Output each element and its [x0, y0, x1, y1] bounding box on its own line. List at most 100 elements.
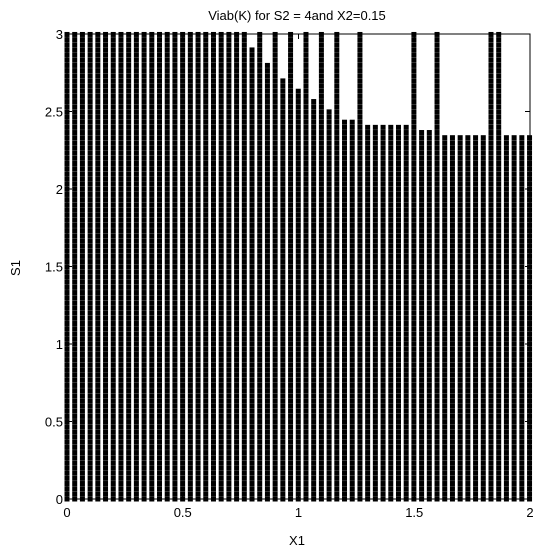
data-point — [187, 486, 193, 492]
data-point — [372, 444, 378, 450]
data-point — [395, 439, 401, 445]
data-point — [110, 140, 116, 146]
data-point — [442, 155, 448, 161]
data-point — [180, 336, 186, 342]
data-point — [395, 161, 401, 166]
data-point — [157, 253, 163, 259]
data-point — [249, 398, 255, 404]
data-point — [110, 104, 116, 110]
data-point — [272, 305, 278, 311]
data-point — [95, 238, 101, 244]
data-point — [318, 382, 324, 388]
data-point — [72, 68, 78, 74]
data-point — [511, 228, 517, 234]
data-point — [488, 470, 494, 476]
data-point — [210, 481, 216, 487]
data-point — [411, 104, 417, 110]
data-point — [110, 475, 116, 481]
data-point — [411, 460, 417, 466]
data-point — [380, 460, 386, 466]
data-point — [164, 212, 170, 218]
data-point — [79, 305, 85, 311]
data-point — [434, 279, 440, 285]
data-point — [349, 264, 355, 270]
data-point — [480, 186, 486, 192]
data-point — [434, 181, 440, 187]
data-point — [118, 419, 124, 425]
data-point — [103, 83, 109, 89]
data-point — [157, 398, 163, 404]
data-point — [210, 150, 216, 156]
data-point — [496, 450, 502, 456]
data-point — [449, 377, 455, 383]
data-point — [473, 413, 479, 419]
data-point — [103, 166, 109, 172]
data-point — [149, 460, 155, 466]
data-point — [164, 83, 170, 89]
data-point — [426, 315, 432, 321]
data-point — [372, 393, 378, 399]
data-point — [449, 321, 455, 327]
data-point — [79, 377, 85, 383]
data-point — [503, 455, 509, 461]
data-point — [457, 274, 463, 280]
data-point — [473, 150, 479, 156]
data-point — [403, 248, 409, 254]
data-point — [218, 269, 224, 275]
data-point — [473, 444, 479, 450]
data-point — [365, 341, 371, 347]
data-point — [126, 444, 132, 450]
data-point — [126, 114, 132, 120]
data-point — [87, 233, 93, 239]
data-point — [110, 68, 116, 74]
data-point — [365, 145, 371, 151]
data-point — [357, 47, 363, 53]
data-point — [511, 222, 517, 228]
data-point — [380, 259, 386, 265]
data-point — [126, 191, 132, 197]
data-point — [180, 124, 186, 130]
data-point — [226, 191, 232, 197]
data-point — [257, 140, 263, 146]
data-point — [164, 300, 170, 306]
data-point — [434, 388, 440, 394]
data-point — [426, 450, 432, 456]
data-point — [226, 238, 232, 244]
data-point — [257, 305, 263, 311]
data-point — [303, 88, 309, 94]
data-point — [241, 481, 247, 487]
data-point — [133, 88, 139, 94]
data-point — [434, 475, 440, 481]
data-point — [480, 176, 486, 182]
data-point — [280, 93, 286, 99]
data-point — [419, 140, 425, 146]
data-point — [503, 491, 509, 497]
data-point — [503, 274, 509, 280]
data-point — [519, 377, 525, 383]
data-point — [511, 305, 517, 311]
data-point — [388, 171, 394, 177]
data-point — [295, 315, 301, 321]
data-point — [419, 475, 425, 481]
data-point — [488, 114, 494, 120]
data-point — [426, 264, 432, 270]
data-point — [203, 166, 209, 172]
data-point — [103, 419, 109, 425]
data-point — [419, 269, 425, 275]
data-point — [372, 305, 378, 311]
data-point — [187, 259, 193, 265]
data-point — [380, 419, 386, 425]
data-point — [257, 424, 263, 430]
data-point — [241, 202, 247, 208]
data-point — [110, 197, 116, 203]
data-point — [426, 207, 432, 213]
data-point — [241, 321, 247, 327]
data-point — [133, 191, 139, 197]
data-point — [87, 181, 93, 187]
data-point — [172, 253, 178, 259]
data-point — [311, 382, 317, 388]
data-point — [264, 357, 270, 363]
data-point — [87, 351, 93, 357]
data-point — [272, 233, 278, 239]
data-point — [334, 310, 340, 316]
